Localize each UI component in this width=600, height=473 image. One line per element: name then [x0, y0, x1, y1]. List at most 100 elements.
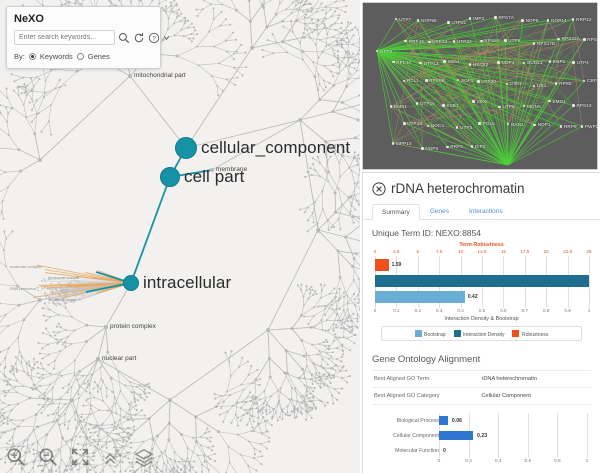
gene-node[interactable]: [546, 19, 550, 22]
gene-node[interactable]: [480, 39, 483, 43]
gene-node[interactable]: [375, 49, 379, 53]
gene-node[interactable]: [582, 79, 586, 83]
gene-node[interactable]: [419, 61, 423, 65]
radio-genes-label[interactable]: Genes: [87, 52, 110, 61]
gene-node[interactable]: [571, 18, 575, 21]
axis-tick: 0.4: [457, 308, 464, 313]
gene-node[interactable]: [498, 105, 501, 109]
gene-node[interactable]: [494, 16, 497, 19]
term-details-panel[interactable]: rDNA heterochromatin Summary Genes Inter…: [362, 172, 600, 473]
search-panel[interactable]: NeXO ? By: Keywords: [6, 6, 170, 69]
layers-icon[interactable]: [134, 447, 154, 467]
zoom-in-icon[interactable]: [6, 447, 26, 467]
bar-value-robustness: 1.59: [391, 262, 402, 268]
go-bar: [439, 431, 474, 440]
tree-node-highlighted[interactable]: [160, 167, 180, 187]
gene-node[interactable]: [468, 62, 472, 66]
gene-node[interactable]: [421, 147, 424, 150]
gene-node[interactable]: [503, 39, 507, 43]
gene-node[interactable]: [402, 121, 406, 125]
gene-node[interactable]: [447, 21, 450, 24]
gene-node[interactable]: [424, 79, 428, 82]
gene-node[interactable]: [391, 60, 395, 64]
view-toolbar[interactable]: [6, 447, 154, 467]
tree-node[interactable]: [210, 168, 214, 172]
details-tabs[interactable]: Summary Genes Interactions: [363, 203, 600, 220]
search-input[interactable]: [14, 30, 115, 45]
gene-node[interactable]: [522, 104, 526, 108]
tree-node-highlighted[interactable]: [175, 137, 197, 159]
gene-node[interactable]: [506, 122, 510, 126]
collapse-icon[interactable]: [102, 447, 122, 467]
ontology-tree-view[interactable]: nucleolar complex ribosomal subunit RNA pr…: [0, 0, 360, 473]
gene-node[interactable]: [472, 100, 476, 103]
gene-node[interactable]: [548, 60, 552, 63]
gene-node[interactable]: [532, 84, 536, 88]
gridline: [439, 443, 440, 458]
gene-node[interactable]: [389, 105, 393, 109]
close-circle-icon[interactable]: [372, 181, 386, 196]
gene-node[interactable]: [476, 80, 480, 83]
gene-node[interactable]: [559, 124, 563, 128]
gene-node[interactable]: [394, 17, 398, 21]
tree-node[interactable]: [104, 325, 108, 329]
tree-node[interactable]: [96, 357, 100, 361]
tree-node-highlighted[interactable]: [123, 275, 139, 291]
go-bar-value: 0.23: [477, 432, 488, 439]
gene-node[interactable]: [470, 145, 474, 148]
go-category-label: Cellular Component: [393, 432, 439, 439]
tab-genes[interactable]: Genes: [429, 208, 449, 215]
table-row: Best Aligned GO Category Cellular Compon…: [372, 388, 591, 405]
gene-node[interactable]: [443, 60, 447, 63]
gene-interaction-network[interactable]: UTP9 UTP7 NOP56 UTP21 IMP3 RPS7A NOP5 NOP14 RRP1…: [362, 2, 598, 170]
tree-node[interactable]: [128, 74, 132, 78]
zoom-out-icon[interactable]: [38, 447, 58, 467]
chevron-down-icon[interactable]: [163, 32, 170, 44]
gene-node[interactable]: [446, 145, 449, 149]
axis-tick: 0.7: [521, 308, 528, 313]
gene-node[interactable]: [478, 122, 481, 125]
gene-node[interactable]: [452, 39, 456, 43]
radio-genes[interactable]: [76, 53, 84, 60]
bar-interaction-density: [375, 275, 589, 287]
go-axis-ticks: 0 0.2 0.4 0.6 0.8 1: [371, 459, 592, 467]
gene-node[interactable]: [572, 61, 575, 64]
tab-summary[interactable]: Summary: [372, 204, 420, 220]
gene-node[interactable]: [532, 42, 536, 45]
go-bar-value: 0.06: [451, 417, 462, 424]
gene-node[interactable]: [548, 99, 551, 103]
gene-node[interactable]: [404, 39, 407, 43]
gene-node[interactable]: [522, 61, 526, 65]
tab-interactions[interactable]: Interactions: [468, 208, 503, 215]
fit-screen-icon[interactable]: [70, 447, 90, 467]
axis-tick: 0: [437, 459, 441, 464]
refresh-icon[interactable]: [133, 32, 145, 44]
gene-node[interactable]: [455, 126, 459, 129]
gene-node[interactable]: [572, 104, 575, 107]
gene-node[interactable]: [391, 141, 395, 145]
gene-node[interactable]: [442, 104, 445, 107]
gene-node[interactable]: [456, 78, 460, 82]
gene-node[interactable]: [402, 79, 406, 83]
gene-node[interactable]: [427, 40, 431, 44]
gene-node[interactable]: [521, 19, 524, 22]
gridline: [498, 443, 500, 458]
gridline: [527, 413, 529, 428]
gene-node[interactable]: [415, 102, 419, 105]
gene-node[interactable]: [580, 125, 584, 128]
gene-node[interactable]: [554, 82, 558, 85]
gene-node[interactable]: [557, 37, 560, 41]
gene-node[interactable]: [416, 18, 420, 22]
gene-node[interactable]: [426, 124, 430, 128]
radio-keywords[interactable]: [28, 53, 36, 60]
radio-keywords-label[interactable]: Keywords: [39, 52, 73, 61]
gene-node[interactable]: [533, 123, 536, 127]
help-icon[interactable]: ?: [148, 32, 160, 44]
gene-node[interactable]: [505, 82, 509, 86]
search-icon[interactable]: [118, 32, 130, 44]
gene-node[interactable]: [582, 37, 586, 41]
gene-node[interactable]: [497, 61, 500, 64]
gene-node[interactable]: [468, 17, 472, 20]
top-axis-ticks: 0 2.5 5 7.5 10 12.5 15 17.5 20 22.5 25: [371, 249, 592, 256]
